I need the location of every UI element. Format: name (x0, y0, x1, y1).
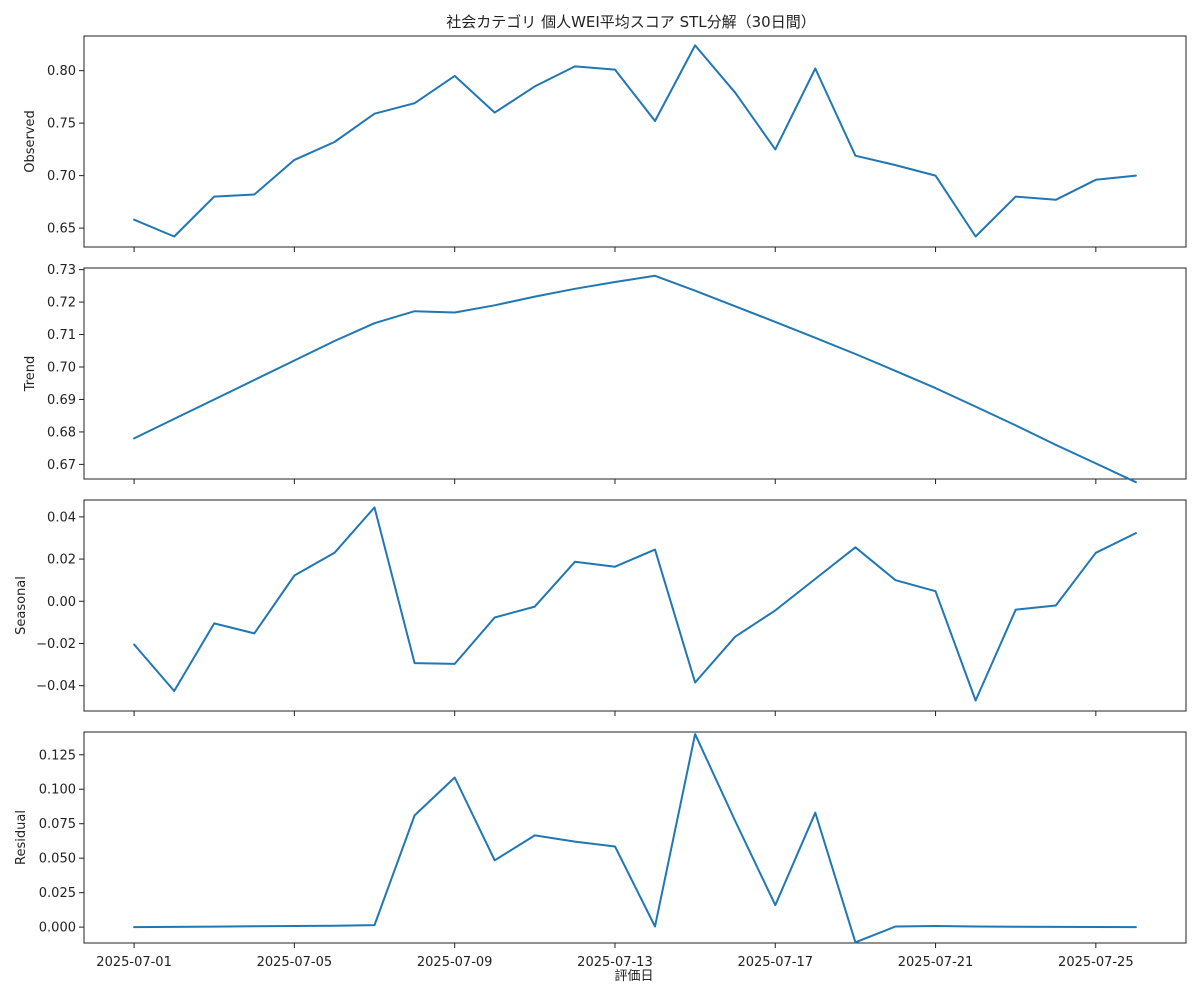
y-tick-label: 0.80 (47, 64, 76, 79)
y-tick-label: −0.02 (36, 637, 76, 652)
panel-frame (83, 731, 1187, 944)
y-tick-label: 0.100 (39, 783, 76, 798)
series-line-seasonal (133, 506, 1137, 702)
panel-frame (83, 35, 1187, 248)
x-tick-label: 2025-07-05 (257, 955, 333, 970)
chart-title: 社会カテゴリ 個人WEI平均スコア STL分解（30日間） (446, 13, 815, 31)
y-tick-label: 0.125 (39, 748, 76, 763)
y-tick-label: 0.70 (47, 169, 76, 184)
x-tick-label: 2025-07-13 (577, 955, 653, 970)
x-tick-label: 2025-07-25 (1058, 955, 1134, 970)
series-line-observed (133, 44, 1137, 238)
x-tick-label: 2025-07-21 (898, 955, 974, 970)
y-tick-label: 0.73 (47, 263, 76, 278)
y-tick-label: 0.02 (47, 553, 76, 568)
y-tick-label: 0.72 (47, 296, 76, 311)
y-axis-label: Observed (23, 110, 38, 173)
y-axis-label: Trend (23, 356, 38, 393)
y-tick-label: 0.70 (47, 361, 76, 376)
y-tick-label: 0.00 (47, 595, 76, 610)
y-tick-label: 0.71 (47, 328, 76, 343)
panel-frame (83, 267, 1187, 480)
series-line-trend (133, 274, 1137, 484)
series-line-residual (133, 733, 1137, 944)
y-tick-label: 0.075 (39, 817, 76, 832)
x-tick-label: 2025-07-09 (417, 955, 493, 970)
x-tick-label: 2025-07-01 (96, 955, 172, 970)
panel-trend: 0.67 0.68 0.69 0.70 0.71 0.72 0.73 Trend (23, 263, 1187, 484)
y-tick-label: 0.65 (47, 222, 76, 237)
panel-frame (83, 499, 1187, 712)
y-tick-label: 0.75 (47, 117, 76, 132)
y-tick-label: 0.68 (47, 425, 76, 440)
y-tick-label: 0.04 (47, 510, 76, 525)
y-tick-label: −0.04 (36, 679, 76, 694)
x-axis-label: 評価日 (614, 969, 653, 984)
y-axis-label: Seasonal (14, 576, 29, 635)
y-tick-label: 0.025 (39, 886, 76, 901)
y-tick-label: 0.69 (47, 393, 76, 408)
y-tick-label: 0.67 (47, 458, 76, 473)
y-tick-label: 0.050 (39, 852, 76, 867)
y-tick-label: 0.000 (39, 921, 76, 936)
panel-observed: 0.65 0.70 0.75 0.80 Observed (23, 35, 1187, 252)
x-tick-label: 2025-07-17 (737, 955, 813, 970)
panel-seasonal: −0.04 −0.02 0.00 0.02 0.04 Seasonal (14, 499, 1187, 716)
y-axis-label: Residual (14, 810, 29, 865)
panel-residual: 0.000 0.025 0.050 0.075 0.100 0.125 2025-07-01… (14, 731, 1187, 970)
